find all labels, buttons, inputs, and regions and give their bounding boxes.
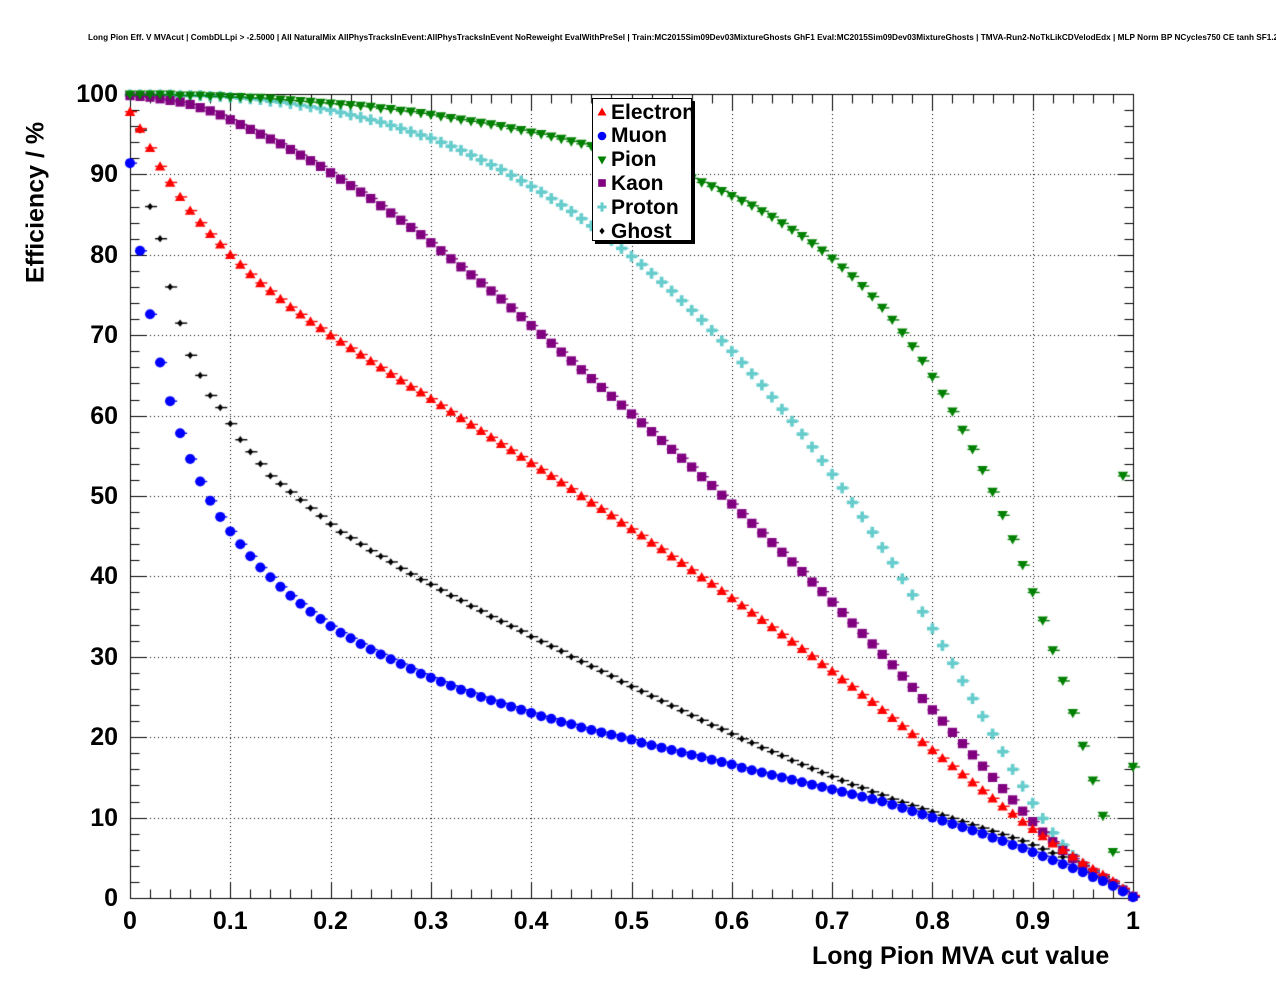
x-tick-label: 0.2 [313, 907, 348, 935]
x-axis-title: Long Pion MVA cut value [812, 942, 1110, 970]
y-tick-label: 10 [90, 803, 118, 832]
y-tick-label: 20 [90, 723, 118, 752]
x-tick-label: 1 [1126, 907, 1140, 935]
x-tick-label: 0 [123, 907, 137, 935]
series-legend: Electron Muon Pion Kaon Proton Ghost [592, 98, 695, 243]
triangle-down-marker [593, 148, 611, 172]
legend-label: Muon [611, 124, 667, 148]
legend-entry: Ghost [593, 219, 691, 243]
x-tick-label: 0.1 [212, 907, 248, 935]
diamond-marker [593, 219, 611, 243]
legend-label: Proton [611, 195, 679, 219]
y-tick-label: 60 [90, 401, 118, 430]
y-axis-title: Efficiency / % [21, 121, 50, 284]
x-tick-label: 0.9 [1015, 907, 1051, 935]
plot-title: Long Pion Eff. V MVAcut | CombDLLpi > -2… [88, 33, 1276, 42]
x-tick-label: 0.5 [614, 907, 649, 935]
triangle-up-marker [593, 100, 611, 124]
circle-marker [593, 124, 611, 148]
legend-entry: Kaon [593, 171, 691, 195]
y-tick-label: 0 [104, 884, 118, 912]
legend-label: Ghost [611, 219, 672, 243]
square-marker [593, 171, 611, 195]
legend-entry: Proton [593, 195, 691, 219]
y-tick-label: 70 [90, 321, 118, 350]
y-tick-label: 40 [90, 562, 118, 591]
y-tick-label: 90 [90, 160, 118, 189]
x-tick-label: 0.8 [915, 907, 950, 935]
y-tick-label: 30 [90, 642, 118, 671]
legend-entry: Muon [593, 124, 691, 148]
x-tick-label: 0.3 [413, 907, 449, 935]
x-tick-label: 0.7 [814, 907, 850, 935]
y-tick-label: 50 [90, 482, 118, 510]
cross-marker [593, 195, 611, 219]
legend-entry: Pion [593, 148, 691, 172]
x-tick-label: 0.4 [513, 907, 549, 935]
y-tick-label: 100 [76, 80, 118, 108]
legend-label: Kaon [611, 171, 664, 195]
legend-label: Pion [611, 148, 657, 172]
y-tick-label: 80 [90, 240, 118, 269]
legend-label: Electron [611, 100, 696, 124]
x-tick-label: 0.6 [714, 907, 750, 935]
legend-entry: Electron [593, 100, 695, 124]
